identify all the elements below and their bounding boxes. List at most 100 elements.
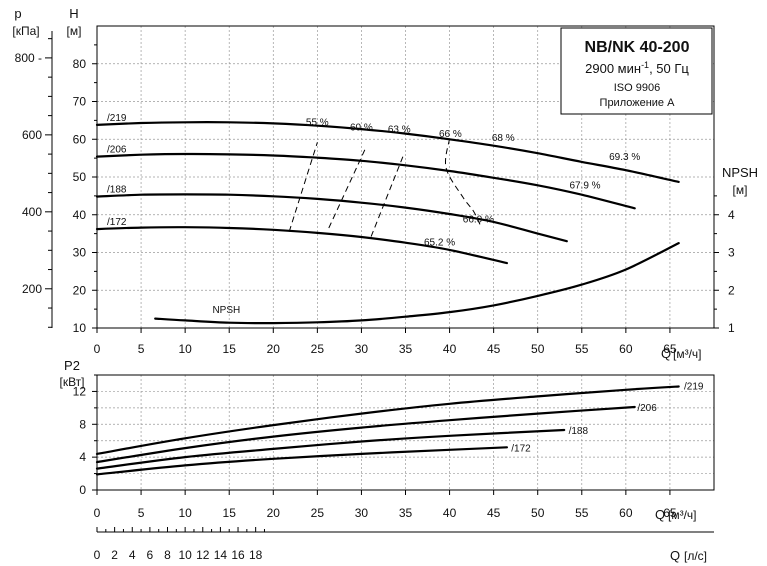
ls-tick-label: 18 (249, 548, 263, 562)
efficiency-label: 55 % (306, 117, 329, 128)
head-y-tick-label: 10 (73, 321, 87, 335)
efficiency-line (444, 138, 481, 226)
x-axis-label-ls: Q (670, 548, 680, 563)
power-x-tick-label: 10 (178, 506, 192, 520)
power-curve (95, 385, 680, 455)
efficiency-lines (288, 138, 481, 237)
ls-tick-label: 2 (111, 548, 118, 562)
npsh-axis-unit: [м] (733, 183, 748, 197)
efficiency-label: 68 % (492, 133, 515, 144)
power-grid (97, 375, 714, 490)
head-y-tick-label: 20 (73, 283, 87, 297)
p-tick-label: 600 (22, 128, 42, 142)
head-x-tick-label: 10 (178, 342, 192, 356)
npsh-axis-label: NPSH (722, 165, 758, 180)
power-curve-label: /172 (511, 443, 531, 454)
power-y-tick-label: 12 (73, 384, 87, 398)
pump-speed-text: 2900 мин (585, 61, 641, 76)
efficiency-label: 63 % (388, 124, 411, 135)
power-curves (95, 385, 680, 476)
power-x-tick-label: 60 (619, 506, 633, 520)
p-tick-label: 400 (22, 205, 42, 219)
ls-tick-label: 4 (129, 548, 136, 562)
pump-model: NB/NK 40-200 (585, 39, 690, 56)
ls-tick-label: 10 (178, 548, 192, 562)
power-x-tick-label: 15 (223, 506, 237, 520)
npsh-curve (154, 242, 680, 325)
p-tick-label: 800 - (15, 51, 42, 65)
power-x-tick-label: 50 (531, 506, 545, 520)
head-curve (95, 121, 680, 183)
x-axis-unit-ls: [л/с] (684, 549, 707, 563)
head-x-tick-label: 45 (487, 342, 501, 356)
power-curve (95, 446, 508, 476)
x-axis-label-top: Q (661, 346, 671, 361)
ls-tick-label: 12 (196, 548, 210, 562)
ls-tick-label: 0 (94, 548, 101, 562)
head-y-tick-label: 70 (73, 95, 87, 109)
head-x-tick-label: 5 (138, 342, 145, 356)
head-curves (95, 121, 680, 325)
head-x-tick-label: 55 (575, 342, 589, 356)
head-axis-ticks: 0 5 10 15 20 25 30 35 40 45 50 55 60 65 10 20 30 40 50 60 70… (15, 30, 735, 356)
head-curve-label: /188 (107, 185, 127, 196)
npsh-tick-label: 2 (728, 283, 735, 297)
head-y-tick-label: 60 (73, 132, 87, 146)
power-x-tick-label: 30 (355, 506, 369, 520)
power-x-tick-label: 25 (311, 506, 325, 520)
pump-annex: Приложение А (600, 97, 676, 109)
head-x-tick-label: 50 (531, 342, 545, 356)
head-x-tick-label: 40 (443, 342, 457, 356)
head-x-tick-label: 15 (223, 342, 237, 356)
head-y-tick-label: 50 (73, 170, 87, 184)
ls-tick-label: 8 (164, 548, 171, 562)
head-curve-label: /172 (107, 217, 127, 228)
power-axis-ticks: 0 5 10 15 20 25 30 35 40 45 50 55 60 65 0 4 8 12 (73, 374, 677, 520)
power-x-tick-label: 55 (575, 506, 589, 520)
efficiency-line (370, 156, 404, 237)
efficiency-label: 60 % (350, 123, 373, 134)
efficiency-label: 66.0 % (463, 214, 494, 225)
h-axis-label: H (69, 6, 78, 21)
efficiency-label: 66 % (439, 129, 462, 140)
p-tick-label: 200 (22, 282, 42, 296)
power-curve (95, 405, 636, 464)
power-curve (95, 428, 566, 470)
flow-ls-axis: 0 2 4 6 8 10 12 14 16 18 (94, 527, 714, 562)
head-curve (95, 226, 508, 265)
power-y-tick-label: 8 (79, 417, 86, 431)
head-x-tick-label: 60 (619, 342, 633, 356)
head-curve (95, 152, 636, 210)
pump-speed-exponent: -1 (641, 60, 649, 70)
efficiency-label: NPSH (212, 305, 240, 316)
power-y-tick-label: 4 (79, 450, 86, 464)
head-x-tick-label: 25 (311, 342, 325, 356)
pump-speed-frequency: , 50 Гц (649, 61, 689, 76)
head-grid (97, 26, 714, 328)
ls-tick-label: 16 (231, 548, 245, 562)
ls-tick-label: 6 (147, 548, 154, 562)
efficiency-label: 65.2 % (424, 237, 455, 248)
head-x-tick-label: 20 (267, 342, 281, 356)
x-axis-unit-power: [м³/ч] (668, 508, 697, 522)
ls-tick-label: 14 (214, 548, 228, 562)
power-x-tick-label: 40 (443, 506, 457, 520)
pump-info-box: NB/NK 40-200 2900 мин-1, 50 Гц ISO 9906 … (560, 27, 713, 115)
p2-axis-label: P2 (64, 358, 80, 373)
npsh-tick-label: 1 (728, 321, 735, 335)
p-axis-unit: [кПа] (12, 24, 39, 38)
pump-standard: ISO 9906 (614, 82, 660, 94)
x-axis-unit-top: [м³/ч] (673, 347, 702, 361)
efficiency-label: 69.3 % (609, 152, 640, 163)
power-x-tick-label: 5 (138, 506, 145, 520)
efficiency-line (328, 147, 367, 229)
head-y-tick-label: 40 (73, 208, 87, 222)
h-axis-unit: [м] (67, 24, 82, 38)
npsh-tick-label: 4 (728, 208, 735, 222)
head-curve-label: /206 (107, 145, 127, 156)
curve-labels: /219/206/188/172 55 % 60 % 63 % 66 % 68 % 69.3… (107, 113, 704, 454)
efficiency-label: 67.9 % (569, 181, 600, 192)
power-curve-label: /206 (637, 403, 657, 414)
head-curve-label: /219 (107, 113, 127, 124)
